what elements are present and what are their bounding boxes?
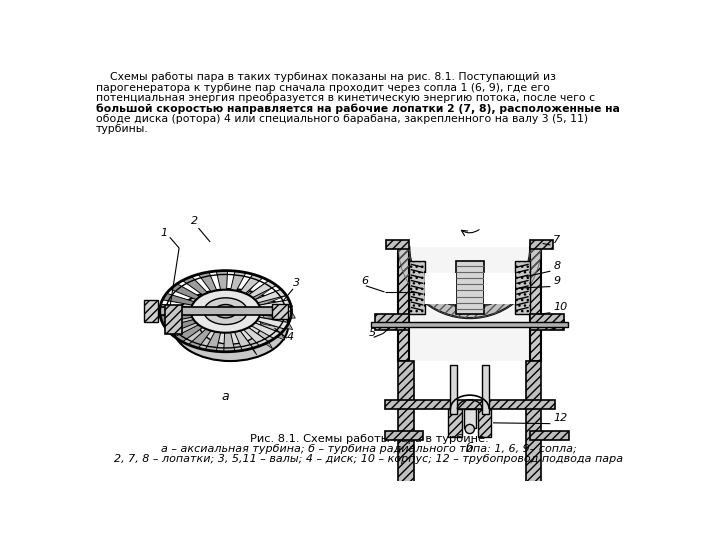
Bar <box>530 314 564 330</box>
Bar <box>272 303 287 319</box>
Polygon shape <box>259 300 291 309</box>
Polygon shape <box>198 272 217 292</box>
Polygon shape <box>248 281 273 302</box>
Bar <box>456 261 484 314</box>
Text: б: б <box>466 442 474 455</box>
Text: ободе диска (ротора) 4 или специального барабана, закрепленного на валу 3 (5, 11: ободе диска (ротора) 4 или специального … <box>96 114 588 124</box>
Text: потенциальная энергия преобразуется в кинетическую энергию потока, после чего с: потенциальная энергия преобразуется в ки… <box>96 93 595 103</box>
Polygon shape <box>182 276 207 295</box>
Bar <box>484 273 515 303</box>
Bar <box>409 261 425 314</box>
Polygon shape <box>257 318 289 329</box>
Polygon shape <box>251 323 281 339</box>
Polygon shape <box>248 327 273 349</box>
Text: Схемы работы пара в таких турбинах показаны на рис. 8.1. Поступающий из: Схемы работы пара в таких турбинах показ… <box>96 72 556 83</box>
Text: 12: 12 <box>554 413 567 423</box>
Text: парогенератора к турбине пар сначала проходит через сопла 1 (6, 9), где его: парогенератора к турбине пар сначала про… <box>96 83 550 93</box>
Polygon shape <box>175 325 203 342</box>
Text: 2: 2 <box>191 216 198 226</box>
Bar <box>515 261 530 314</box>
Polygon shape <box>260 311 292 318</box>
Polygon shape <box>165 320 197 333</box>
Polygon shape <box>259 318 293 329</box>
Bar <box>448 409 462 437</box>
Text: 1: 1 <box>160 228 167 238</box>
Text: а: а <box>222 390 230 403</box>
Polygon shape <box>255 289 285 307</box>
Text: Рис. 8.1. Схемы работы пара в турбине:: Рис. 8.1. Схемы работы пара в турбине: <box>250 434 488 444</box>
Wedge shape <box>398 247 541 318</box>
Polygon shape <box>259 300 293 312</box>
Bar <box>148 307 287 315</box>
Polygon shape <box>160 314 192 322</box>
Bar <box>375 314 409 330</box>
Polygon shape <box>170 284 200 300</box>
Bar <box>384 400 555 409</box>
Text: 2, 7, 8 – лопатки; 3, 5,11 – валы; 4 – диск; 10 – корпус; 12 – трубопровод подво: 2, 7, 8 – лопатки; 3, 5,11 – валы; 4 – д… <box>114 455 624 464</box>
Text: 7: 7 <box>554 235 561 245</box>
Text: 5: 5 <box>369 328 376 338</box>
Bar <box>482 365 489 414</box>
Bar <box>451 365 457 414</box>
Bar <box>526 361 541 540</box>
Bar <box>530 240 554 249</box>
Bar <box>372 322 568 327</box>
Text: 3: 3 <box>292 278 300 288</box>
Text: 8: 8 <box>554 261 561 271</box>
Text: 11: 11 <box>554 319 567 329</box>
Circle shape <box>465 424 474 434</box>
Bar <box>165 305 182 334</box>
Ellipse shape <box>199 306 261 344</box>
Bar <box>398 361 414 540</box>
Text: турбины.: турбины. <box>96 125 149 134</box>
Text: большой скоростью направляется на рабочие лопатки 2 (7, 8), расположенные на: большой скоростью направляется на рабочи… <box>96 104 620 114</box>
Ellipse shape <box>191 290 261 333</box>
Bar <box>464 409 476 428</box>
Polygon shape <box>235 330 253 350</box>
Bar <box>477 409 492 437</box>
Polygon shape <box>205 332 220 352</box>
Polygon shape <box>243 327 269 346</box>
Bar <box>530 430 569 440</box>
Text: 9: 9 <box>554 276 561 286</box>
Polygon shape <box>216 271 228 290</box>
Polygon shape <box>240 274 263 293</box>
Bar <box>386 240 409 249</box>
Polygon shape <box>261 311 295 318</box>
Polygon shape <box>255 323 285 340</box>
Polygon shape <box>163 293 194 305</box>
Text: 4: 4 <box>287 333 294 342</box>
Bar <box>144 300 158 322</box>
Bar <box>425 273 456 303</box>
Text: а – аксиальная турбина; б – турбина радиального типа: 1, 6, 9– сопла;: а – аксиальная турбина; б – турбина ради… <box>161 444 577 455</box>
Ellipse shape <box>204 298 248 325</box>
Polygon shape <box>230 271 246 291</box>
Bar <box>530 247 541 361</box>
Ellipse shape <box>215 305 236 318</box>
Bar <box>409 247 530 361</box>
Bar <box>398 247 409 361</box>
Polygon shape <box>224 333 235 352</box>
Ellipse shape <box>172 289 288 361</box>
Text: 10: 10 <box>554 302 567 313</box>
Polygon shape <box>240 274 257 299</box>
Polygon shape <box>189 329 211 348</box>
Polygon shape <box>255 289 287 303</box>
Text: 6: 6 <box>361 276 369 286</box>
Polygon shape <box>248 281 276 298</box>
Polygon shape <box>240 330 257 355</box>
Polygon shape <box>160 304 192 311</box>
Bar <box>384 430 423 440</box>
